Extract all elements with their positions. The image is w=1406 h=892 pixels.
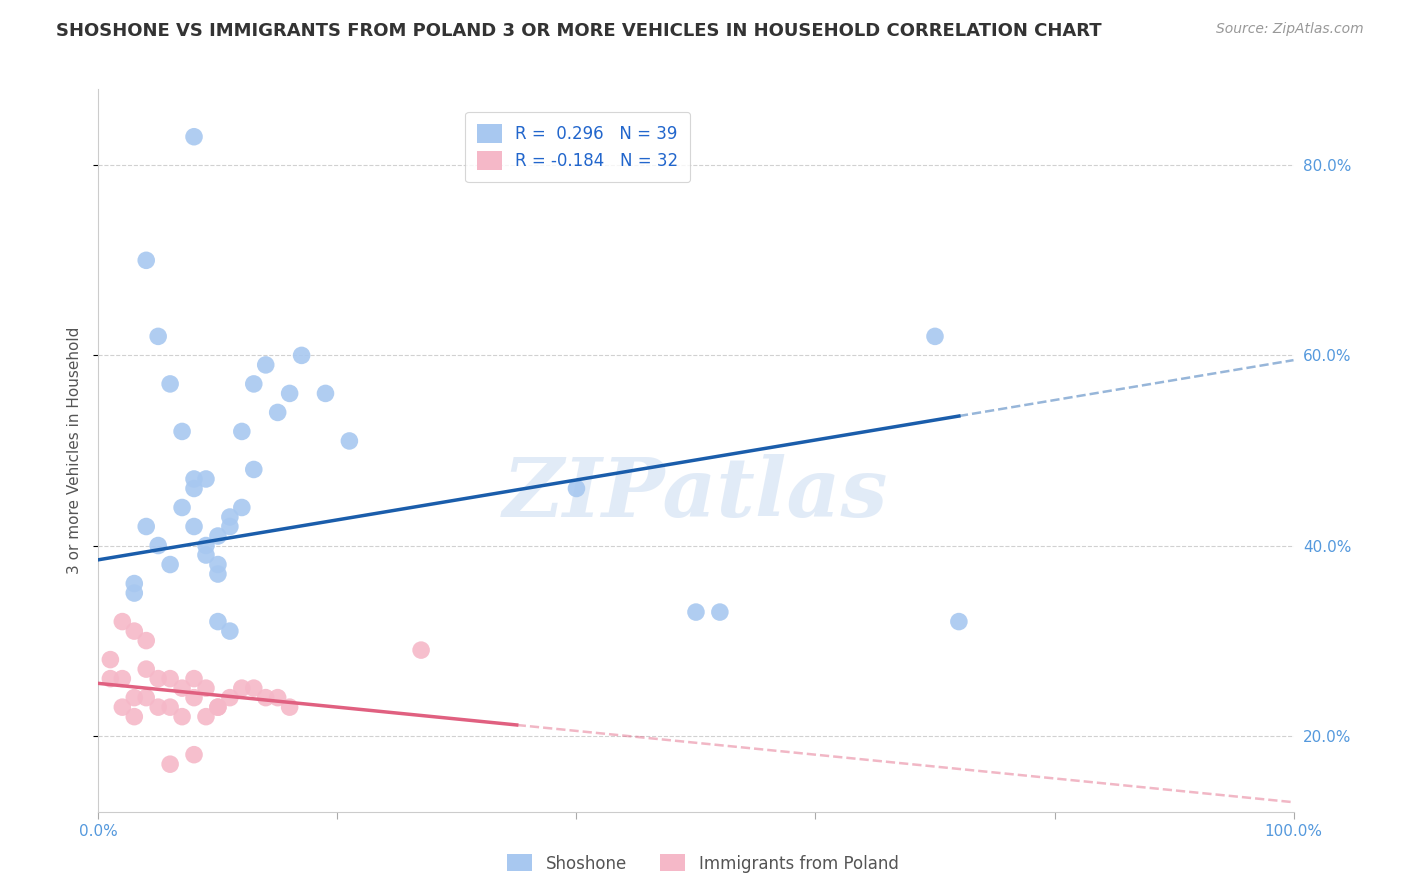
Point [135,519,157,533]
Point [207,529,229,543]
Point [231,425,253,439]
Point [135,253,157,268]
Point [183,482,205,496]
Point [159,757,181,772]
Point [183,472,205,486]
Point [135,690,157,705]
Point [565,482,588,496]
Point [148,329,170,343]
Point [159,672,181,686]
Point [685,605,707,619]
Point [278,700,301,714]
Point [219,519,242,533]
Point [219,510,242,524]
Point [148,700,170,714]
Point [207,700,229,714]
Point [231,500,253,515]
Point [195,709,218,723]
Point [135,633,157,648]
Point [172,425,194,439]
Point [231,681,253,695]
Y-axis label: 3 or more Vehicles in Household: 3 or more Vehicles in Household [67,326,83,574]
Point [243,376,266,391]
Point [254,690,277,705]
Point [709,605,731,619]
Text: ZIPatlas: ZIPatlas [503,454,889,533]
Point [207,615,229,629]
Legend: R =  0.296   N = 39, R = -0.184   N = 32: R = 0.296 N = 39, R = -0.184 N = 32 [465,112,690,182]
Point [111,615,134,629]
Point [111,700,134,714]
Point [183,672,205,686]
Point [267,690,290,705]
Point [243,462,266,476]
Point [172,500,194,515]
Point [207,558,229,572]
Point [172,709,194,723]
Point [411,643,433,657]
Point [124,576,146,591]
Point [948,615,970,629]
Point [159,558,181,572]
Point [267,405,290,419]
Point [159,700,181,714]
Point [183,747,205,762]
Point [924,329,946,343]
Point [219,690,242,705]
Point [315,386,337,401]
Point [124,690,146,705]
Point [254,358,277,372]
Point [195,472,218,486]
Point [339,434,361,448]
Point [124,586,146,600]
Point [195,548,218,562]
Point [135,662,157,676]
Point [183,690,205,705]
Point [98,672,122,686]
Point [183,129,205,144]
Point [207,700,229,714]
Point [124,624,146,639]
Point [98,652,122,666]
Point [243,681,266,695]
Text: Source: ZipAtlas.com: Source: ZipAtlas.com [1216,22,1364,37]
Point [278,386,301,401]
Point [159,376,181,391]
Text: SHOSHONE VS IMMIGRANTS FROM POLAND 3 OR MORE VEHICLES IN HOUSEHOLD CORRELATION C: SHOSHONE VS IMMIGRANTS FROM POLAND 3 OR … [56,22,1102,40]
Point [195,681,218,695]
Point [172,681,194,695]
Point [291,348,314,362]
Point [207,567,229,582]
Point [195,539,218,553]
Point [183,519,205,533]
Legend: Shoshone, Immigrants from Poland: Shoshone, Immigrants from Poland [501,847,905,880]
Point [148,539,170,553]
Point [111,672,134,686]
Point [219,624,242,639]
Point [148,672,170,686]
Point [124,709,146,723]
